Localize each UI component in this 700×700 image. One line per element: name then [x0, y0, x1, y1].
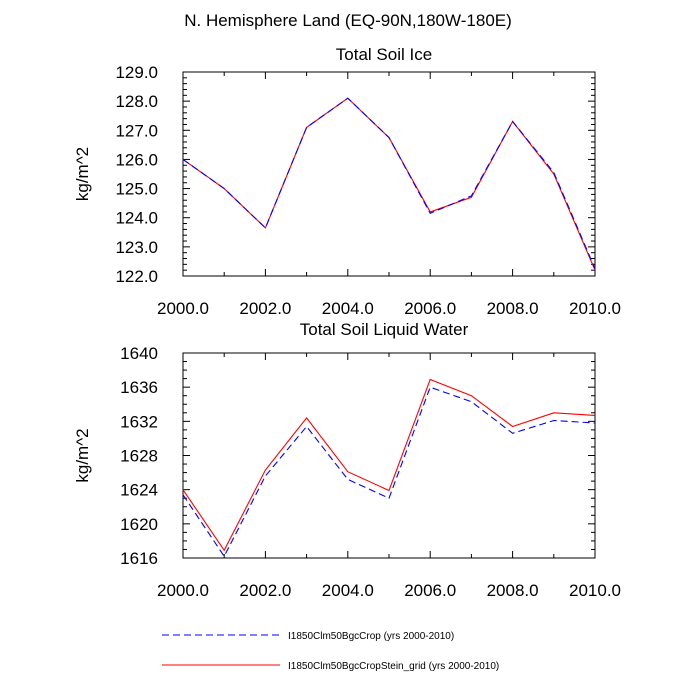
- legend-label: I1850Clm50BgcCropStein_grid (yrs 2000-20…: [288, 661, 499, 672]
- x-tick-label: 2002.0: [239, 299, 291, 318]
- plot-frame: [182, 71, 596, 277]
- y-axis-label: kg/m^2: [73, 147, 92, 201]
- y-tick-label: 124.0: [115, 209, 158, 228]
- y-tick-label: 1628: [120, 447, 158, 466]
- x-tick-label: 2006.0: [404, 299, 456, 318]
- series-line-crop-stein-grid: [182, 378, 596, 552]
- x-tick-label: 2004.0: [322, 581, 374, 600]
- y-axis-label: kg/m^2: [73, 428, 92, 482]
- y-tick-label: 123.0: [115, 238, 158, 257]
- x-tick-label: 2004.0: [322, 299, 374, 318]
- y-tick-label: 129.0: [115, 63, 158, 82]
- y-tick-label: 125.0: [115, 180, 158, 199]
- x-tick-label: 2008.0: [487, 299, 539, 318]
- x-tick-label: 2010.0: [569, 299, 621, 318]
- series-line-crop-stein-grid: [182, 97, 596, 271]
- y-tick-label: 1632: [120, 412, 158, 431]
- y-tick-label: 1640: [120, 344, 158, 363]
- panel-title: Total Soil Liquid Water: [300, 320, 469, 339]
- x-tick-label: 2006.0: [404, 581, 456, 600]
- series-line-crop: [182, 386, 596, 558]
- y-tick-label: 128.0: [115, 92, 158, 111]
- legend-label: I1850Clm50BgcCrop (yrs 2000-2010): [288, 631, 454, 642]
- y-tick-label: 1616: [120, 549, 158, 568]
- x-tick-label: 2008.0: [487, 581, 539, 600]
- chart-panel-2: Total Soil Liquid Water kg/m^2 1616 1620 162…: [73, 320, 621, 600]
- chart-panel-1: Total Soil Ice kg/m^2 122.0 123.0 124.0 125.0…: [73, 45, 621, 318]
- series-line-crop: [182, 97, 596, 269]
- panels: Total Soil Ice kg/m^2 122.0 123.0 124.0 125.0…: [73, 45, 621, 600]
- plot-frame: [182, 352, 596, 559]
- y-tick-label: 126.0: [115, 150, 158, 169]
- panel-title: Total Soil Ice: [336, 45, 432, 64]
- y-tick-label: 1636: [120, 378, 158, 397]
- y-tick-label: 122.0: [115, 267, 158, 286]
- legend: I1850Clm50BgcCrop (yrs 2000-2010) I1850Cl…: [162, 631, 499, 672]
- y-tick-label: 1620: [120, 515, 158, 534]
- x-tick-label: 2010.0: [569, 581, 621, 600]
- x-tick-label: 2000.0: [157, 581, 209, 600]
- page-title: N. Hemisphere Land (EQ-90N,180W-180E): [184, 11, 512, 30]
- x-tick-label: 2002.0: [239, 581, 291, 600]
- y-tick-label: 1624: [120, 481, 158, 500]
- x-tick-label: 2000.0: [157, 299, 209, 318]
- y-tick-label: 127.0: [115, 121, 158, 140]
